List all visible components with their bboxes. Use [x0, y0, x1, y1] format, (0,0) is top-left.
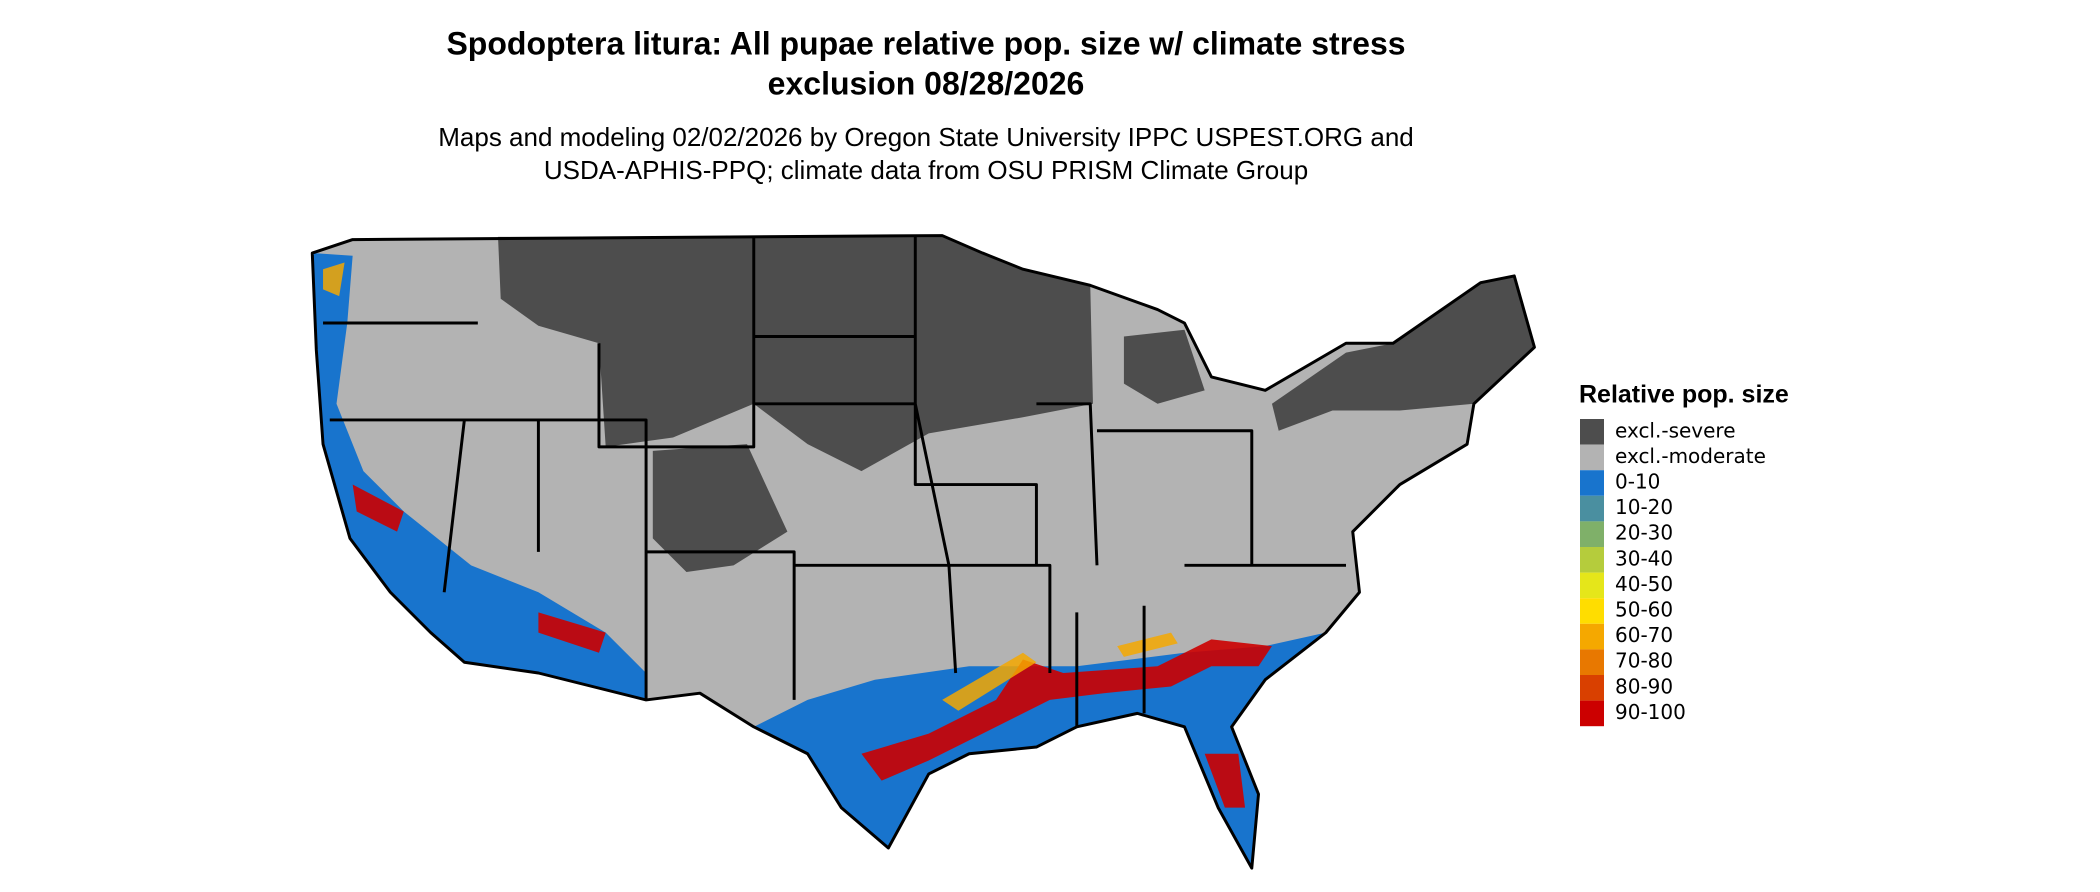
subtitle: USDA-APHIS-PPQ; climate data from OSU PR…	[544, 155, 1308, 185]
legend-title: Relative pop. size	[1579, 381, 1789, 409]
legend-label: 60-70	[1615, 623, 1673, 647]
legend-label: 10-20	[1615, 495, 1673, 519]
legend-swatch	[1580, 419, 1604, 445]
legend-label: 70-80	[1615, 649, 1673, 673]
legend-label: excl.-severe	[1615, 418, 1736, 442]
legend-label: 80-90	[1615, 674, 1673, 698]
legend-label: 30-40	[1615, 546, 1673, 570]
legend-label: 20-30	[1615, 521, 1673, 545]
zone-0-10	[753, 632, 1326, 869]
legend-swatch	[1580, 700, 1604, 727]
us-map	[310, 234, 1536, 870]
legend-swatch	[1580, 444, 1604, 471]
zone-severe	[652, 329, 1205, 573]
legend-swatch	[1580, 547, 1604, 573]
zone-severe	[498, 236, 1093, 472]
subtitle: Maps and modeling 02/02/2026 by Oregon S…	[438, 122, 1414, 152]
legend-label: excl.-moderate	[1615, 444, 1766, 468]
legend-swatch	[1580, 598, 1604, 624]
legend-label: 40-50	[1615, 572, 1673, 596]
legend-swatch	[1580, 572, 1604, 599]
legend-swatch	[1580, 623, 1604, 650]
zone-0-10	[312, 253, 647, 700]
legend-swatch	[1580, 495, 1604, 522]
legend-swatch	[1580, 470, 1604, 496]
legend-label: 0-10	[1615, 470, 1660, 494]
legend-label: 90-100	[1615, 700, 1686, 724]
zone-severe	[1271, 275, 1535, 431]
legend-label: 50-60	[1615, 598, 1673, 622]
legend-swatch	[1580, 649, 1604, 675]
legend-swatch	[1580, 521, 1604, 547]
state-borders	[310, 234, 1536, 870]
legend-swatch	[1580, 675, 1604, 701]
legend: Relative pop. size excl.-severeexcl.-mod…	[1579, 381, 1789, 727]
title: exclusion 08/28/2026	[768, 65, 1085, 101]
title: Spodoptera litura: All pupae relative po…	[446, 25, 1405, 61]
